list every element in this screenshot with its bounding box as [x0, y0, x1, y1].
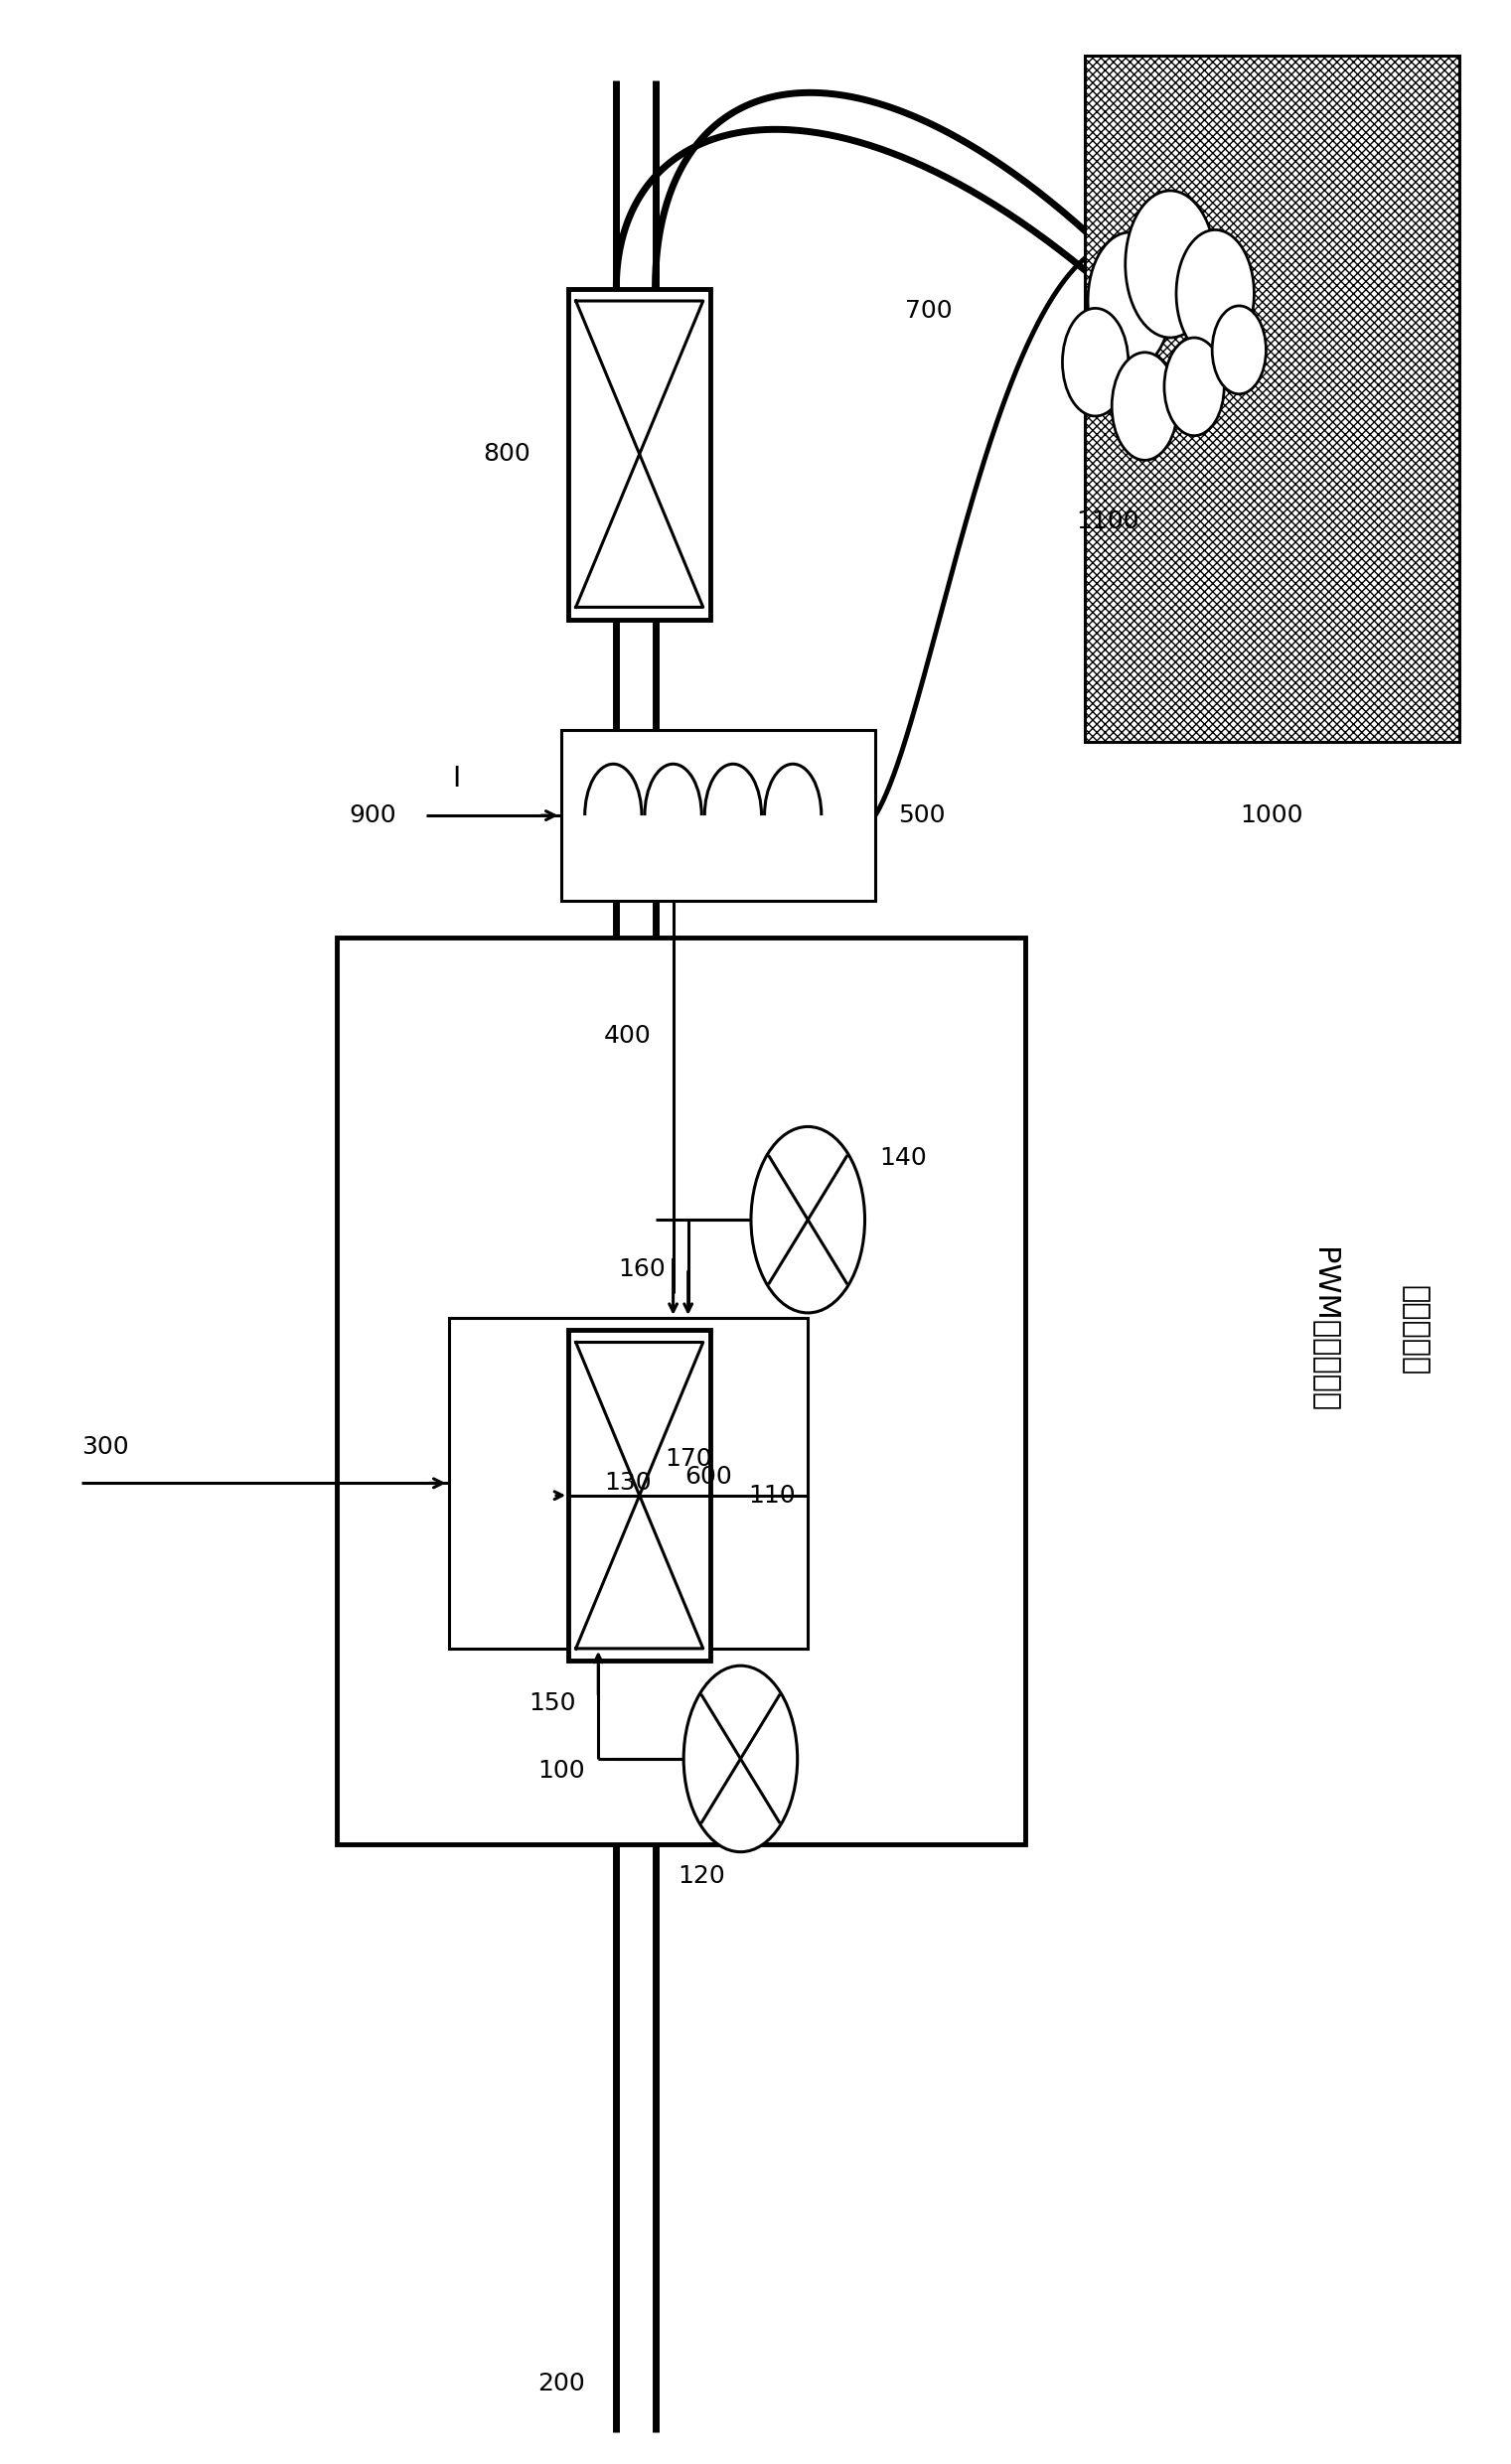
Text: 600: 600 — [684, 1466, 733, 1488]
Text: 120: 120 — [678, 1865, 725, 1887]
Text: 110: 110 — [748, 1483, 795, 1508]
Text: 300: 300 — [82, 1434, 128, 1459]
Text: 200: 200 — [536, 2373, 585, 2395]
Bar — [1085, 57, 1460, 742]
Text: PWM控制的气体: PWM控制的气体 — [1310, 1247, 1339, 1412]
Text: 170: 170 — [665, 1446, 712, 1471]
Circle shape — [1165, 338, 1224, 436]
Text: 400: 400 — [603, 1025, 651, 1047]
Circle shape — [1112, 352, 1177, 461]
Text: 流量调节器: 流量调节器 — [1399, 1284, 1429, 1375]
Bar — [1085, 57, 1460, 742]
Text: I: I — [452, 764, 461, 793]
Bar — [568, 288, 710, 618]
Text: 700: 700 — [905, 298, 952, 323]
Text: 100: 100 — [538, 1759, 585, 1784]
Text: 900: 900 — [349, 803, 396, 828]
Text: 1100: 1100 — [1076, 510, 1139, 532]
Bar — [568, 1331, 710, 1661]
Text: 500: 500 — [898, 803, 944, 828]
Text: 130: 130 — [604, 1471, 651, 1496]
Circle shape — [751, 1126, 864, 1313]
Text: 140: 140 — [879, 1146, 928, 1170]
Text: 800: 800 — [484, 441, 530, 466]
Text: 1000: 1000 — [1241, 803, 1304, 828]
Circle shape — [1062, 308, 1129, 416]
Text: 150: 150 — [529, 1693, 576, 1715]
Bar — [561, 729, 875, 902]
Circle shape — [1212, 306, 1266, 394]
Circle shape — [1126, 190, 1215, 338]
Circle shape — [1176, 229, 1254, 357]
Circle shape — [1088, 232, 1171, 370]
Circle shape — [683, 1666, 798, 1853]
Bar — [449, 1318, 808, 1648]
Bar — [337, 939, 1024, 1846]
Text: 160: 160 — [618, 1257, 666, 1281]
